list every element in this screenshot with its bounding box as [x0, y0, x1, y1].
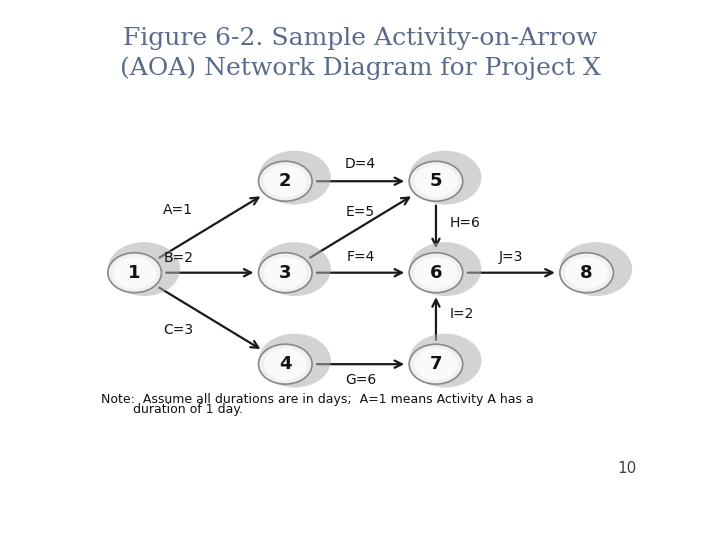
Text: 3: 3 — [279, 264, 292, 282]
Circle shape — [409, 161, 463, 201]
Text: 10: 10 — [618, 462, 637, 476]
Text: 7: 7 — [430, 355, 442, 373]
Text: A=1: A=1 — [163, 202, 193, 217]
Text: 8: 8 — [580, 264, 593, 282]
Text: Note:  Assume all durations are in days;  A=1 means Activity A has a: Note: Assume all durations are in days; … — [101, 393, 534, 406]
Circle shape — [258, 161, 312, 201]
Text: 5: 5 — [430, 172, 442, 190]
Text: J=3: J=3 — [499, 249, 523, 264]
Circle shape — [264, 165, 307, 197]
Circle shape — [409, 253, 463, 293]
Text: D=4: D=4 — [345, 157, 376, 171]
Text: E=5: E=5 — [346, 205, 375, 219]
Ellipse shape — [258, 151, 330, 205]
Circle shape — [108, 253, 161, 293]
Text: H=6: H=6 — [450, 216, 481, 230]
Text: I=2: I=2 — [450, 307, 474, 321]
Ellipse shape — [409, 334, 482, 388]
Ellipse shape — [258, 334, 330, 388]
Circle shape — [258, 344, 312, 384]
Circle shape — [264, 256, 307, 289]
Text: 6: 6 — [430, 264, 442, 282]
Circle shape — [113, 256, 156, 289]
Text: 1: 1 — [128, 264, 141, 282]
Ellipse shape — [108, 242, 180, 296]
Text: F=4: F=4 — [346, 251, 375, 265]
Text: duration of 1 day.: duration of 1 day. — [101, 403, 243, 416]
Circle shape — [415, 348, 457, 380]
Ellipse shape — [409, 151, 482, 205]
Circle shape — [409, 344, 463, 384]
Text: 4: 4 — [279, 355, 292, 373]
Text: Figure 6-2. Sample Activity-on-Arrow
(AOA) Network Diagram for Project X: Figure 6-2. Sample Activity-on-Arrow (AO… — [120, 27, 600, 80]
Circle shape — [264, 348, 307, 380]
Ellipse shape — [560, 242, 632, 296]
Text: B=2: B=2 — [163, 251, 193, 265]
Text: G=6: G=6 — [345, 373, 377, 387]
Text: 2: 2 — [279, 172, 292, 190]
Ellipse shape — [409, 242, 482, 296]
Circle shape — [258, 253, 312, 293]
Circle shape — [415, 256, 457, 289]
Text: C=3: C=3 — [163, 322, 193, 336]
Circle shape — [560, 253, 613, 293]
Circle shape — [415, 165, 457, 197]
Circle shape — [565, 256, 608, 289]
Ellipse shape — [258, 242, 330, 296]
